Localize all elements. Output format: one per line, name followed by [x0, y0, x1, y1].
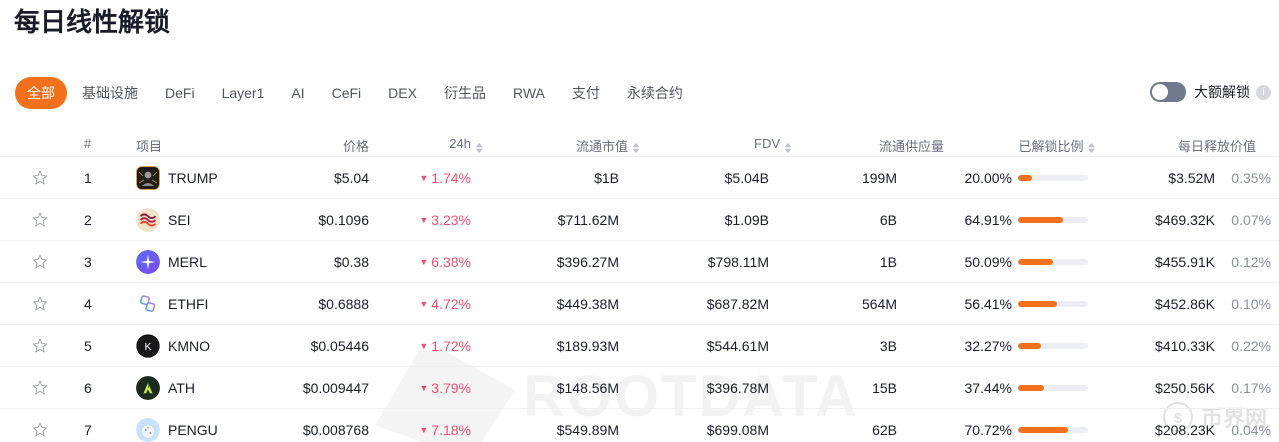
svg-text:K: K — [144, 340, 151, 352]
